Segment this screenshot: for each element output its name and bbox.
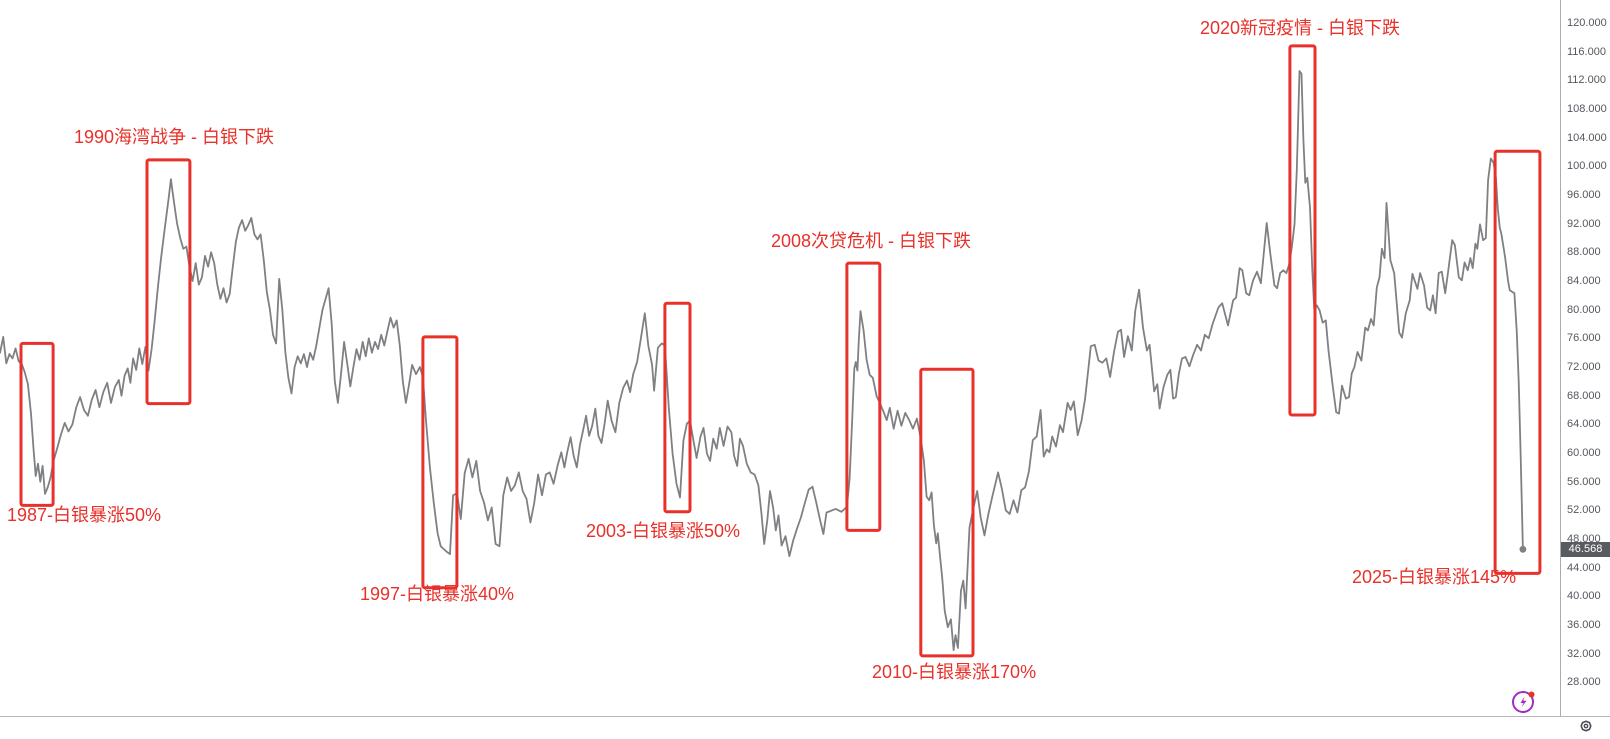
price-scale[interactable]: 120.000 116.000 112.000 108.000 104.000 100.0… bbox=[1561, 0, 1610, 716]
annotation-text-2003[interactable]: 2003-白银暴涨50% bbox=[586, 521, 741, 541]
price-scale-tick-label: 108.000 bbox=[1567, 103, 1607, 115]
price-scale-tick-label: 36.000 bbox=[1567, 619, 1601, 632]
price-scale-tick-label: 80.000 bbox=[1567, 303, 1601, 316]
price-scale-tick-label: 28.000 bbox=[1567, 676, 1601, 689]
price-scale-tick-label: 60.000 bbox=[1567, 447, 1601, 460]
time-axis-line bbox=[0, 716, 1610, 717]
event-highlight-box-2020[interactable] bbox=[1288, 44, 1317, 417]
price-scale-tick-label: 116.000 bbox=[1567, 45, 1606, 58]
price-scale-tick-label: 100.000 bbox=[1567, 160, 1607, 173]
price-scale-tick-label: 32.000 bbox=[1567, 647, 1601, 660]
annotation-text-2020[interactable]: 2020新冠疫情 - 白银下跌 bbox=[1200, 18, 1401, 38]
settings-gear-icon[interactable] bbox=[1575, 717, 1597, 739]
price-scale-tick-label: 88.000 bbox=[1567, 246, 1601, 259]
last-price-dot bbox=[1519, 545, 1527, 553]
price-scale-tick-label: 44.000 bbox=[1567, 561, 1601, 574]
price-scale-tick-label: 52.000 bbox=[1567, 504, 1601, 517]
annotation-text-1990[interactable]: 1990海湾战争 - 白银下跌 bbox=[74, 127, 275, 147]
price-scale-tick-label: 92.000 bbox=[1567, 217, 1601, 230]
price-scale-tick-label: 72.000 bbox=[1567, 361, 1601, 374]
annotation-text-1987[interactable]: 1987-白银暴涨50% bbox=[7, 505, 162, 525]
price-axis-line bbox=[1560, 0, 1561, 739]
price-line-series[interactable] bbox=[0, 70, 1524, 651]
price-scale-tick-label: 104.000 bbox=[1567, 131, 1607, 144]
annotation-text-1997[interactable]: 1997-白银暴涨40% bbox=[360, 584, 515, 604]
price-scale-tick-label: 68.000 bbox=[1567, 389, 1601, 402]
time-scale[interactable]: 1988199019921994199619982000200220042006… bbox=[0, 717, 1610, 739]
event-highlight-box-2003[interactable] bbox=[663, 301, 692, 514]
price-scale-tick-label: 48.000 bbox=[1567, 533, 1601, 546]
annotation-text-2008[interactable]: 2008次贷危机 - 白银下跌 bbox=[771, 231, 972, 251]
event-highlight-box-2025[interactable] bbox=[1493, 149, 1542, 575]
price-scale-tick-label: 96.000 bbox=[1567, 189, 1601, 201]
price-scale-tick-label: 64.000 bbox=[1567, 418, 1601, 431]
annotation-text-2025[interactable]: 2025-白银暴涨145% bbox=[1352, 567, 1517, 587]
price-scale-tick-label: 84.000 bbox=[1567, 275, 1601, 287]
price-scale-tick-label: 76.000 bbox=[1567, 332, 1601, 345]
price-scale-tick-label: 120.000 bbox=[1567, 17, 1607, 29]
event-highlight-box-2008[interactable] bbox=[845, 261, 882, 532]
price-scale-tick-label: 40.000 bbox=[1567, 590, 1601, 603]
boost-lightning-icon[interactable] bbox=[1509, 687, 1539, 717]
event-highlight-box-1987[interactable] bbox=[19, 341, 55, 507]
event-highlight-box-1990[interactable] bbox=[145, 158, 192, 406]
event-highlight-box-1997[interactable] bbox=[421, 335, 459, 590]
event-highlight-box-2010[interactable] bbox=[919, 367, 975, 658]
annotation-text-2010[interactable]: 2010-白银暴涨170% bbox=[872, 662, 1037, 682]
price-scale-tick-label: 56.000 bbox=[1567, 475, 1601, 488]
price-scale-tick-label: 112.000 bbox=[1567, 74, 1606, 87]
last-price-badge: 46.568 bbox=[1561, 542, 1610, 558]
